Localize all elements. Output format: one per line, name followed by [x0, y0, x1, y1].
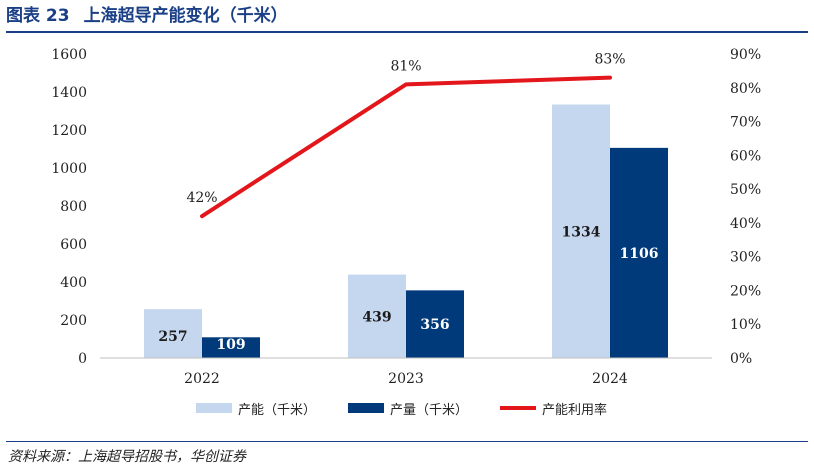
left-axis-tick-label: 1200	[51, 123, 87, 139]
bar-value-label-capacity: 257	[158, 329, 187, 345]
x-axis-tick-label: 2024	[592, 371, 628, 387]
source-divider	[6, 441, 808, 442]
legend-item-capacity: 产能（千米）	[196, 399, 316, 418]
title-divider	[6, 31, 808, 33]
source-note: 资料来源：上海超导招股书，华创证券	[8, 449, 246, 465]
left-axis-tick-label: 800	[60, 199, 87, 215]
combo-chart: 0 200 400 600 800 1000 1200 1400 1600 0% 10% 20% 30%…	[51, 47, 761, 387]
left-axis-tick-label: 1400	[51, 85, 87, 101]
right-axis-tick-label: 0%	[730, 351, 752, 367]
right-axis-tick-label: 60%	[730, 148, 761, 164]
legend-item-utilization: 产能利用率	[500, 399, 607, 418]
left-axis-tick-label: 1000	[51, 161, 87, 177]
right-axis-tick-label: 20%	[730, 283, 761, 299]
legend-swatch-utilization	[500, 406, 537, 410]
legend-label-capacity: 产能（千米）	[238, 402, 317, 418]
legend-swatch-output	[348, 403, 385, 413]
x-axis-tick-label: 2022	[184, 371, 220, 387]
bar-output	[406, 290, 464, 358]
bar-value-label-output: 356	[420, 317, 449, 333]
bar-value-label-output: 109	[216, 337, 245, 353]
bar-capacity	[552, 104, 610, 358]
right-axis-tick-label: 80%	[730, 81, 761, 97]
figure-title: 图表 23 上海超导产能变化（千米）	[6, 3, 288, 29]
right-axis-tick-label: 90%	[730, 47, 761, 63]
right-axis-tick-label: 50%	[730, 182, 761, 198]
right-axis-tick-label: 30%	[730, 250, 761, 266]
right-axis-tick-label: 70%	[730, 115, 761, 131]
figure-title-text: 上海超导产能变化（千米）	[83, 6, 288, 26]
chart-legend: 产能（千米） 产量（千米） 产能利用率	[196, 398, 639, 418]
x-axis-tick-label: 2023	[388, 371, 424, 387]
bar-value-label-output: 1106	[620, 246, 659, 262]
right-axis-tick-label: 10%	[730, 317, 761, 333]
utilization-line	[200, 75, 612, 219]
legend-item-output: 产量（千米）	[348, 399, 468, 418]
left-axis-tick-label: 0	[78, 351, 87, 367]
left-axis-tick-label: 200	[60, 313, 87, 329]
legend-swatch-capacity	[196, 403, 232, 413]
right-axis-tick-label: 40%	[730, 216, 761, 232]
bar-output	[610, 147, 668, 358]
utilization-data-label: 83%	[594, 52, 625, 68]
bar-value-label-capacity: 1334	[562, 224, 601, 240]
utilization-data-label: 42%	[186, 190, 217, 206]
bar-capacity	[144, 309, 202, 358]
bar-capacity	[348, 274, 406, 358]
figure-number: 图表 23	[6, 6, 70, 26]
bar-output	[202, 337, 260, 358]
bar-value-label-capacity: 439	[362, 309, 391, 325]
legend-label-output: 产量（千米）	[390, 402, 469, 418]
left-axis-tick-label: 600	[60, 237, 87, 253]
left-axis-tick-label: 400	[60, 275, 87, 291]
utilization-data-label: 81%	[390, 58, 421, 74]
legend-label-utilization: 产能利用率	[542, 402, 608, 418]
left-axis-tick-label: 1600	[51, 47, 87, 63]
